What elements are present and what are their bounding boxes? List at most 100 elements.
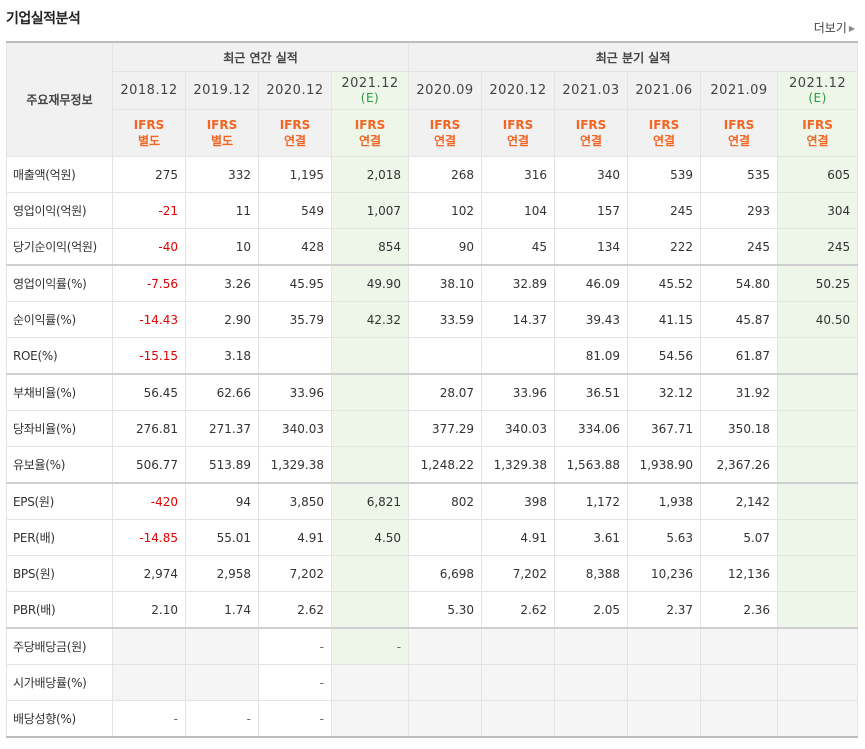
period-date: 2021.09 [710, 83, 768, 98]
table-cell [554, 627, 629, 665]
basis-label: IFRS [502, 118, 534, 132]
table-cell: 157 [554, 192, 629, 229]
table-cell: 33.59 [408, 301, 483, 338]
table-cell: 4.50 [330, 519, 410, 556]
accounting-basis: IFRS 별도 [112, 109, 186, 157]
basis-label: 연결 [358, 134, 382, 148]
table-cell: 2.05 [554, 591, 629, 629]
corner-header: 주요재무정보 [6, 41, 113, 157]
period-header: 2019.12 [185, 71, 259, 110]
table-cell: 6,821 [330, 482, 410, 520]
basis-label: IFRS [648, 118, 680, 132]
table-cell [408, 627, 483, 665]
table-cell: 7,202 [481, 555, 556, 592]
table-cell: - [258, 664, 332, 701]
table-cell: 33.96 [258, 373, 332, 411]
row-label: ROE(%) [6, 337, 113, 375]
table-cell [112, 627, 186, 665]
table-cell: 245 [627, 192, 702, 229]
table-cell [700, 664, 779, 701]
table-cell [481, 337, 556, 375]
table-cell: 2.37 [627, 591, 702, 629]
accounting-basis: IFRS 연결 [330, 109, 410, 157]
row-label: BPS(원) [6, 555, 113, 592]
more-label: 더보기 [813, 21, 847, 35]
table-cell: -40 [112, 228, 186, 266]
table-cell: 36.51 [554, 373, 629, 411]
table-cell: 49.90 [330, 264, 410, 302]
more-link[interactable]: 더보기 ▶ [814, 19, 855, 36]
table-cell [330, 591, 410, 629]
table-cell [330, 446, 410, 484]
table-cell: 14.37 [481, 301, 556, 338]
accounting-basis: IFRS 별도 [185, 109, 259, 157]
table-cell [777, 446, 859, 484]
row-label: 시가배당률(%) [6, 664, 113, 701]
table-row: 배당성향(%) - - - [6, 700, 859, 738]
table-cell: 1,172 [554, 482, 629, 520]
table-cell [777, 337, 859, 375]
table-cell: 1,007 [330, 192, 410, 229]
table-cell: 46.09 [554, 264, 629, 302]
table-cell: 2.62 [258, 591, 332, 629]
basis-label: IFRS [575, 118, 607, 132]
table-row: PER(배) -14.85 55.01 4.91 4.50 4.91 3.61 5.63 5.0… [6, 519, 859, 556]
table-cell: 54.80 [700, 264, 779, 302]
table-cell: 340.03 [258, 410, 332, 447]
table-cell [185, 627, 259, 665]
accounting-basis: IFRS 연결 [554, 109, 629, 157]
basis-label: IFRS [206, 118, 238, 132]
table-cell: 2,367.26 [700, 446, 779, 484]
basis-label: 연결 [580, 134, 603, 148]
accounting-basis: IFRS 연결 [408, 109, 483, 157]
row-label: 영업이익(억원) [6, 192, 113, 229]
row-label: EPS(원) [6, 482, 113, 520]
basis-label: 연결 [728, 134, 751, 148]
basis-label: IFRS [133, 118, 165, 132]
table-cell: - [112, 700, 186, 738]
table-cell: 42.32 [330, 301, 410, 338]
period-header: 2018.12 [112, 71, 186, 110]
table-cell: 7,202 [258, 555, 332, 592]
table-cell: - [185, 700, 259, 738]
table-cell: -14.85 [112, 519, 186, 556]
table-cell: 367.71 [627, 410, 702, 447]
table-cell: - [258, 627, 332, 665]
table-cell: 94 [185, 482, 259, 520]
table-cell: 1,563.88 [554, 446, 629, 484]
basis-label: 연결 [507, 134, 530, 148]
table-cell: 3,850 [258, 482, 332, 520]
annual-group-header: 최근 연간 실적 [111, 41, 410, 72]
table-cell: 81.09 [554, 337, 629, 375]
table-cell: 340.03 [481, 410, 556, 447]
table-cell: 245 [777, 228, 859, 266]
table-row: 유보율(%) 506.77 513.89 1,329.38 1,248.22 1,329.… [6, 446, 859, 484]
row-label: 배당성향(%) [6, 700, 113, 738]
table-cell: 38.10 [408, 264, 483, 302]
table-row: 당기순이익(억원) -40 10 428 854 90 45 134 222 245 245 [6, 228, 859, 266]
table-cell: 2,018 [330, 156, 410, 193]
table-cell [554, 700, 629, 738]
estimate-marker: (E) [360, 90, 380, 105]
table-cell: 5.30 [408, 591, 483, 629]
table-cell: 45.52 [627, 264, 702, 302]
table-cell: 10 [185, 228, 259, 266]
basis-label: IFRS [802, 118, 833, 132]
table-cell: 2.36 [700, 591, 779, 629]
basis-label: IFRS [354, 118, 386, 132]
table-cell [481, 627, 556, 665]
table-cell: 55.01 [185, 519, 259, 556]
table-cell [700, 627, 779, 665]
table-cell [408, 337, 483, 375]
table-cell: 428 [258, 228, 332, 266]
table-row: PBR(배) 2.10 1.74 2.62 5.30 2.62 2.05 2.37 2.36 [6, 591, 859, 629]
table-cell: 304 [777, 192, 859, 229]
table-cell: 3.18 [185, 337, 259, 375]
basis-label: 연결 [434, 134, 457, 148]
period-date: 2020.09 [416, 83, 474, 98]
accounting-basis: IFRS 연결 [258, 109, 332, 157]
period-header: 2020.12 [258, 71, 332, 110]
quarter-group-header: 최근 분기 실적 [408, 41, 859, 72]
basis-label: 별도 [137, 134, 161, 148]
table-row: EPS(원) -420 94 3,850 6,821 802 398 1,172 1,938 2,… [6, 482, 859, 520]
